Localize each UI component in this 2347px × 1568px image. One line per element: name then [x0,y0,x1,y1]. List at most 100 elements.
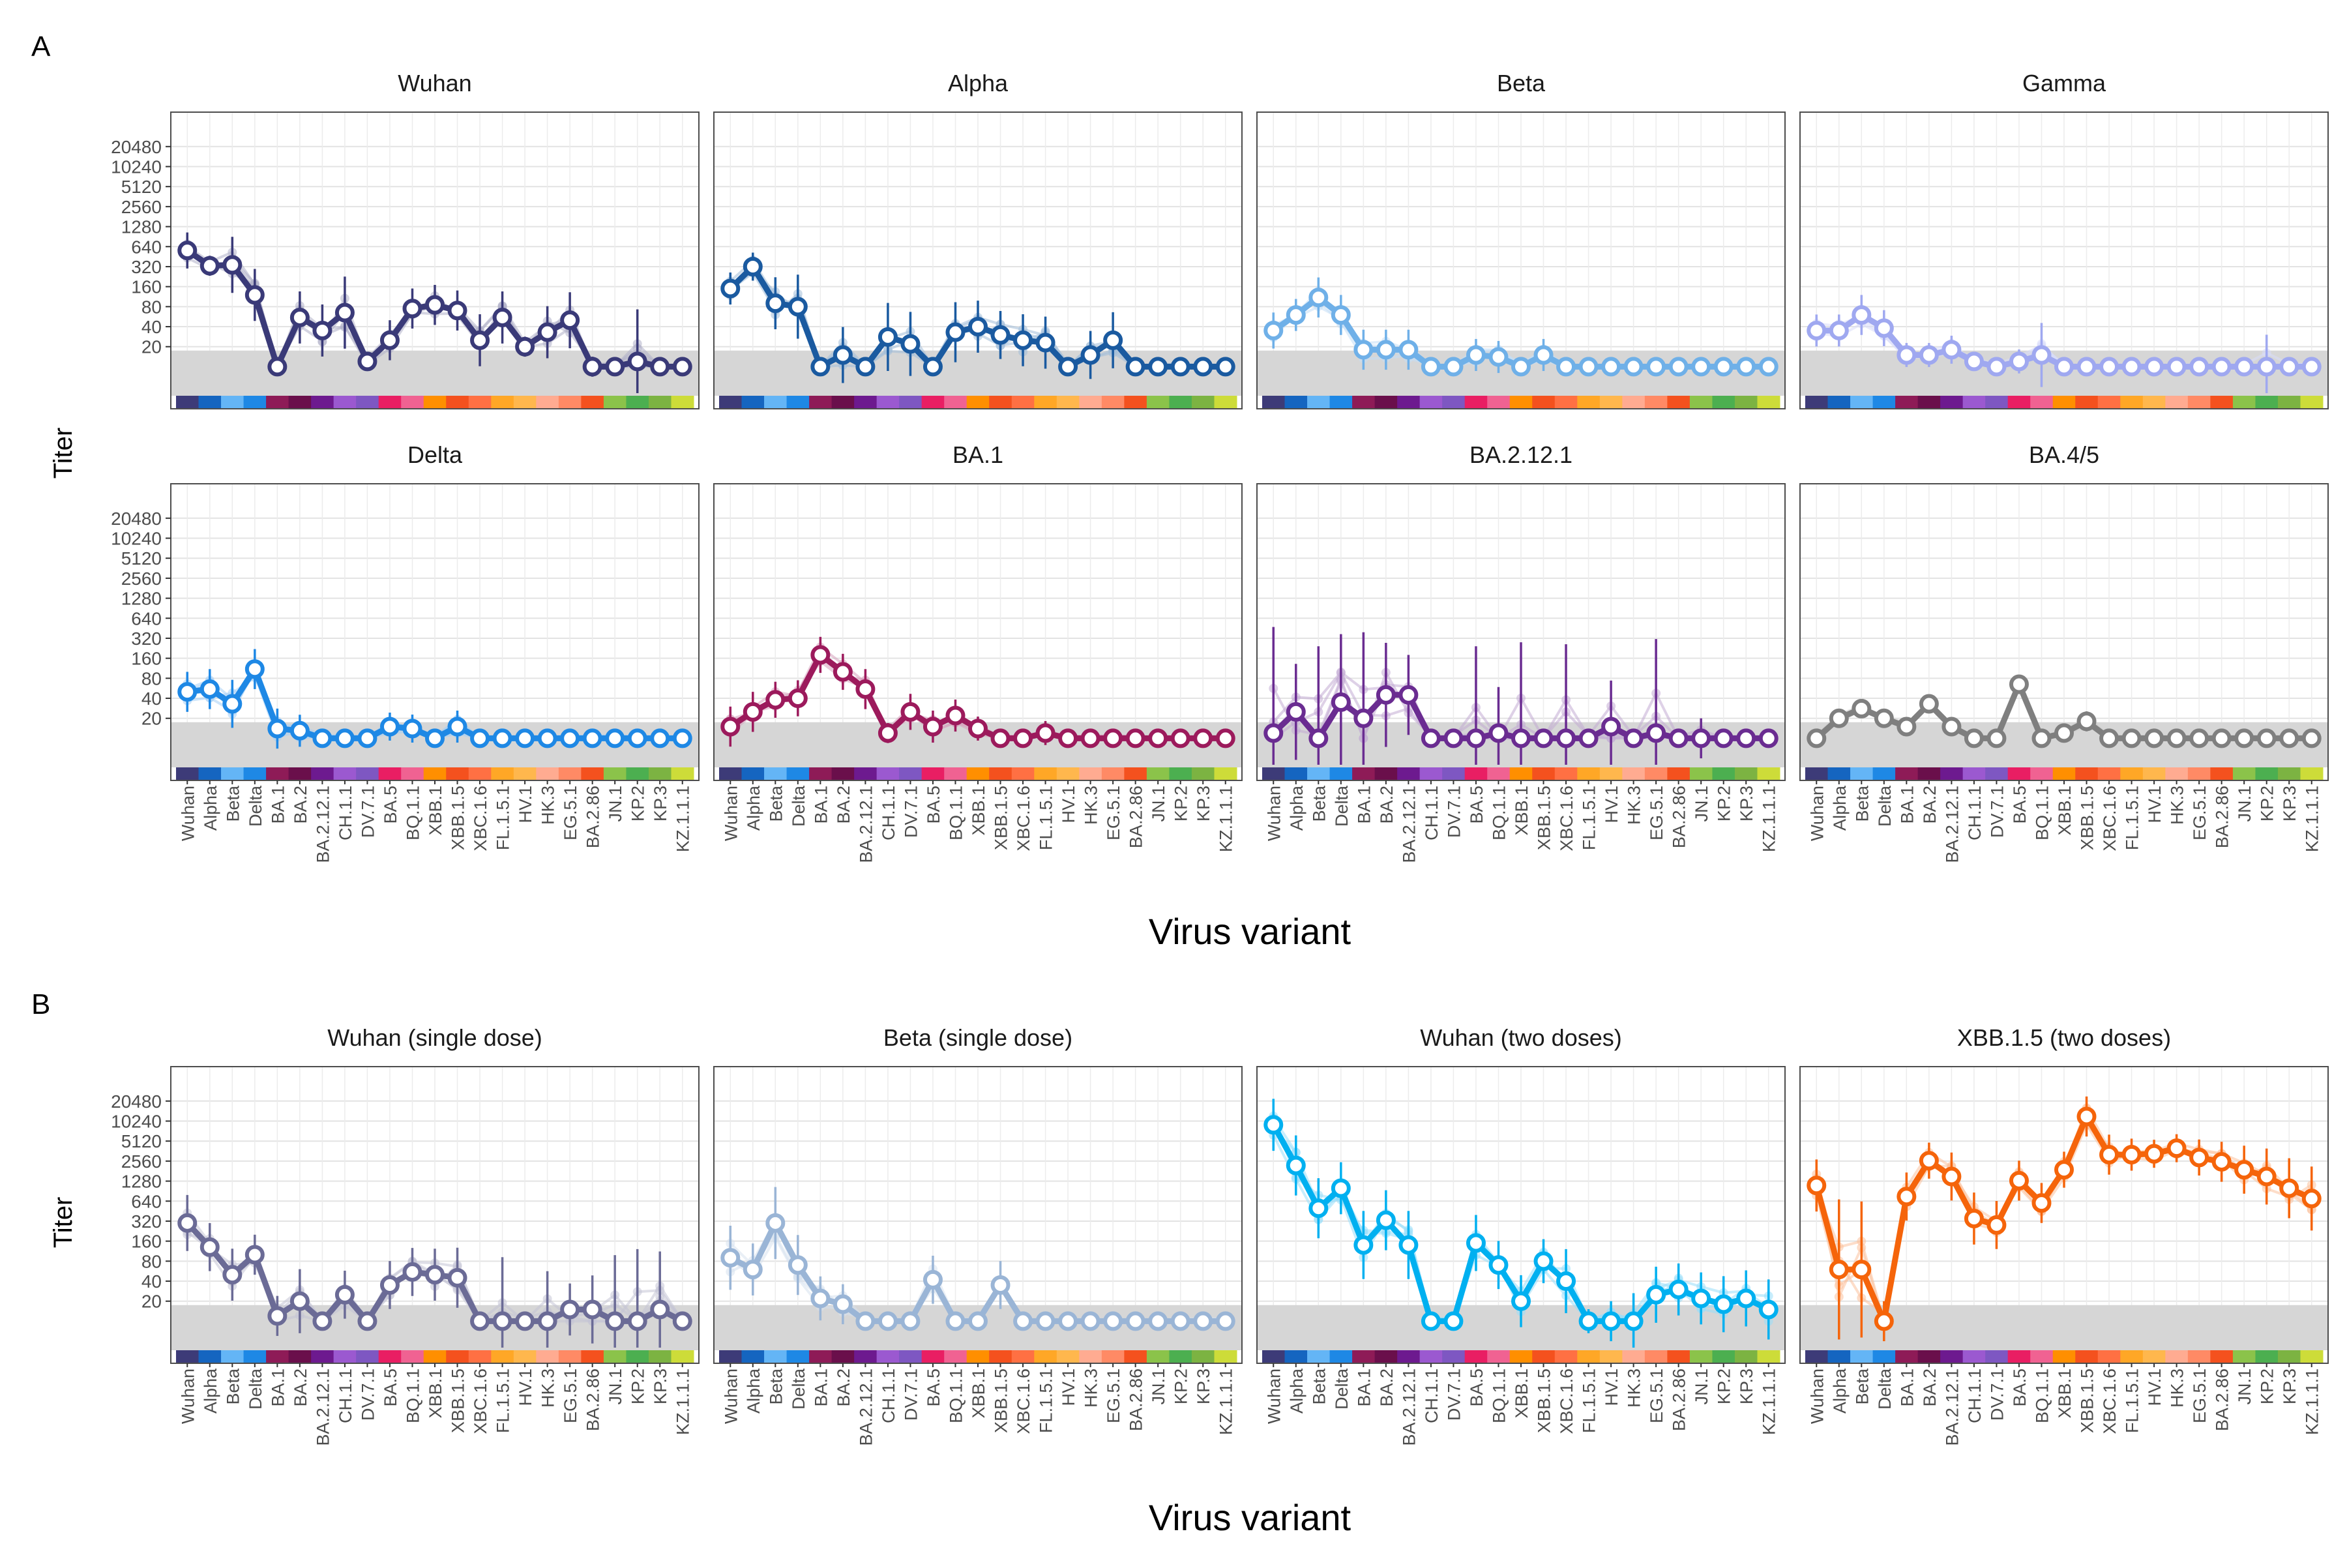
mean-point [582,1299,602,1320]
mean-point [334,728,355,748]
variant-color-strip [671,767,694,780]
variant-color-strip [764,396,788,409]
y-tick-label: 2560 [121,569,162,589]
mean-point [222,255,243,275]
panel-p2: Beta [1256,70,1786,409]
panel-p8: Wuhan (single dose) 204080160320640128025… [111,1024,700,1446]
variant-color-strip [1577,396,1601,409]
x-tick-label: BA.2.86 [1670,786,1689,848]
variant-color-strip [1034,1350,1057,1363]
mean-point [289,720,310,741]
mean-point [1488,1255,1509,1275]
x-axis-title-b: Virus variant [1149,1497,1351,1538]
mean-point [672,1311,692,1331]
mean-point [2256,357,2277,377]
x-tick-label: BA.1 [1354,786,1374,824]
plot-border [713,111,1243,409]
variant-color-strip [944,396,967,409]
mean-point [1578,1311,1599,1331]
variant-color-strip [603,396,627,409]
variant-color-strip [2165,396,2189,409]
variant-color-strip [1644,396,1668,409]
variant-color-strip [1464,396,1488,409]
variant-color-strip [1352,396,1376,409]
x-tick-label: BQ.1.1 [946,1368,966,1423]
x-tick-label: DV.7.1 [1444,786,1464,838]
x-tick-label: HV.1 [1602,1368,1621,1406]
x-tick-label: BA.2.12.1 [1399,1368,1419,1446]
x-tick-label: Wuhan [1807,1368,1827,1424]
x-tick-label: Alpha [744,785,763,831]
variant-color-strip [1509,1350,1533,1363]
mean-point [267,718,288,739]
variant-color-strip [2232,767,2256,780]
variant-color-strip [1146,1350,1170,1363]
variant-color-strip [1554,767,1578,780]
mean-point [2031,1193,2052,1213]
variant-color-strip [1397,396,1421,409]
mean-point [1601,357,1621,377]
x-tick-label: XBB.1 [2055,786,2074,836]
variant-color-strip [1985,1350,2009,1363]
x-tick-label: BA.1 [1897,1368,1917,1407]
mean-point [1058,728,1078,748]
variant-color-strip [1079,1350,1102,1363]
mean-point [2099,1145,2119,1165]
x-tick-label: Beta [1852,1368,1872,1405]
x-tick-label: BA.1 [1897,786,1917,824]
variant-color-strip [2142,767,2166,780]
variant-color-strip [1374,767,1398,780]
variant-color-strip [1577,767,1601,780]
x-tick-label: JN.1 [1692,1368,1711,1405]
variant-color-strip [266,1350,289,1363]
mean-point [447,717,467,737]
x-tick-label: Delta [789,1368,808,1410]
mean-point [1758,357,1779,377]
variant-color-strip [1805,396,1829,409]
mean-point [1170,1311,1190,1331]
mean-point [1466,728,1486,748]
mean-point [1170,728,1190,748]
x-tick-label: BA.2.12.1 [313,786,332,863]
x-tick-label: XBC.1.6 [1557,1368,1576,1434]
variant-color-strip [1056,1350,1080,1363]
mean-point [1148,1311,1168,1331]
mean-point [1713,357,1734,377]
variant-color-strip [1056,396,1080,409]
x-tick-label: FL.1.5.1 [1580,1368,1599,1433]
mean-point [1125,728,1145,748]
y-tick-label: 20480 [111,509,162,529]
variant-color-strip [243,1350,267,1363]
variant-color-strip [876,396,900,409]
variant-color-strip [1307,767,1331,780]
mean-point [312,320,332,340]
y-tick-label: 2560 [121,197,162,217]
x-tick-label: JN.1 [606,786,625,822]
variant-color-strip [1599,396,1623,409]
variant-color-strip [1487,1350,1511,1363]
x-tick-label: BA.5 [924,786,943,824]
y-tick-label: 320 [131,257,162,277]
y-tick-label: 1280 [121,1172,162,1192]
variant-color-strip [1872,1350,1896,1363]
x-tick-label: EG.5.1 [1647,1368,1666,1423]
variant-color-strip [944,1350,967,1363]
x-tick-label: BQ.1.1 [1489,786,1509,840]
mean-point [1691,357,1711,377]
plot-border [170,111,700,409]
x-tick-label: HV.1 [516,786,535,823]
x-tick-label: XBB.1.5 [449,786,468,850]
variant-color-strip [1442,396,1466,409]
mean-point [312,1311,332,1331]
mean-point [1013,330,1033,350]
variant-color-strip [558,1350,582,1363]
variant-color-strip [1169,767,1192,780]
mean-point [1736,1288,1756,1309]
mean-point [289,1291,310,1311]
mean-point [199,679,220,699]
variant-color-strip [2052,1350,2076,1363]
x-tick-label: XBB.1 [2055,1368,2074,1419]
x-tick-label: FL.1.5.1 [2123,1368,2142,1433]
x-tick-label: Delta [1875,1368,1895,1410]
variant-color-strip [2097,1350,2121,1363]
